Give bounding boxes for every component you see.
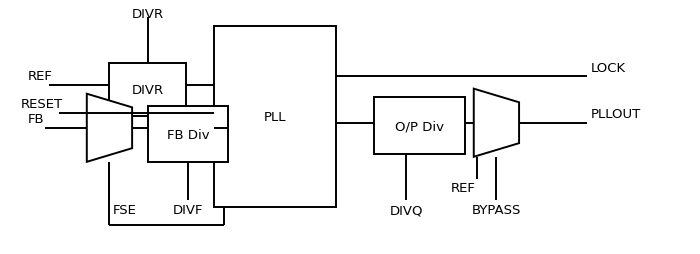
Bar <box>214 26 336 208</box>
Text: O/P Div: O/P Div <box>395 120 444 133</box>
Text: BYPASS: BYPASS <box>472 204 521 217</box>
Text: RESET: RESET <box>21 98 63 111</box>
Text: FB Div: FB Div <box>167 128 209 141</box>
Polygon shape <box>474 89 519 157</box>
Text: FSE: FSE <box>113 204 136 217</box>
Text: DIVF: DIVF <box>173 204 203 217</box>
Text: REF: REF <box>450 181 475 194</box>
Bar <box>148 107 228 162</box>
Bar <box>374 98 465 155</box>
Text: LOCK: LOCK <box>591 61 626 74</box>
Text: REF: REF <box>28 70 52 83</box>
Text: FB: FB <box>28 113 45 126</box>
Text: PLL: PLL <box>264 110 286 123</box>
Text: DIVR: DIVR <box>132 84 164 97</box>
Bar <box>109 64 186 117</box>
Polygon shape <box>87 94 132 162</box>
Text: DIVR: DIVR <box>132 8 164 21</box>
Text: DIVQ: DIVQ <box>389 204 423 217</box>
Text: PLLOUT: PLLOUT <box>591 108 640 121</box>
